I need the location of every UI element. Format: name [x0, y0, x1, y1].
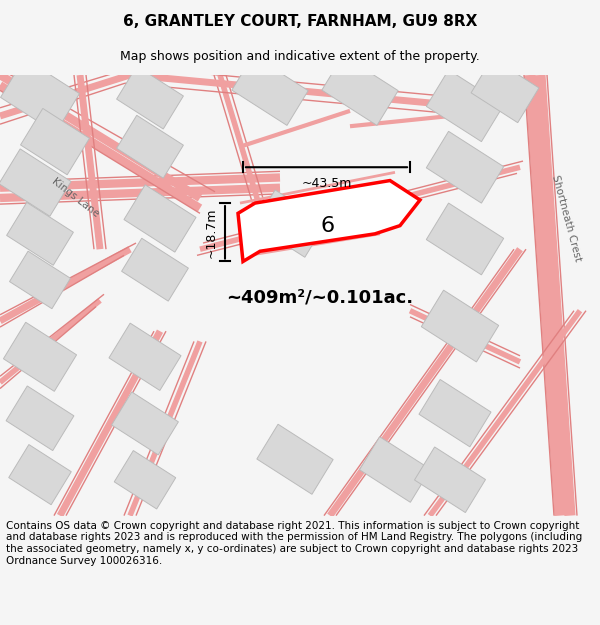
Polygon shape — [10, 251, 70, 309]
Text: Kings Lane: Kings Lane — [50, 176, 100, 219]
Polygon shape — [7, 202, 73, 265]
Text: Map shows position and indicative extent of the property.: Map shows position and indicative extent… — [120, 50, 480, 62]
Polygon shape — [6, 386, 74, 451]
Polygon shape — [112, 392, 178, 455]
Polygon shape — [419, 379, 491, 447]
Polygon shape — [415, 447, 485, 512]
Polygon shape — [427, 70, 503, 142]
Polygon shape — [359, 437, 431, 503]
Polygon shape — [116, 115, 184, 178]
Polygon shape — [9, 444, 71, 505]
Polygon shape — [124, 185, 196, 252]
Text: ~409m²/~0.101ac.: ~409m²/~0.101ac. — [226, 288, 413, 306]
Polygon shape — [1, 58, 79, 132]
Polygon shape — [257, 424, 333, 494]
Polygon shape — [322, 56, 398, 126]
Text: 6, GRANTLEY COURT, FARNHAM, GU9 8RX: 6, GRANTLEY COURT, FARNHAM, GU9 8RX — [123, 14, 477, 29]
Polygon shape — [254, 190, 326, 258]
Polygon shape — [238, 181, 420, 261]
Text: 6: 6 — [320, 216, 335, 236]
Polygon shape — [0, 149, 71, 216]
Polygon shape — [427, 203, 503, 275]
Polygon shape — [122, 238, 188, 301]
Text: ~43.5m: ~43.5m — [301, 177, 352, 191]
Text: Shortneath Crest: Shortneath Crest — [550, 174, 583, 262]
Polygon shape — [232, 56, 308, 126]
Polygon shape — [427, 131, 503, 203]
Polygon shape — [421, 290, 499, 362]
Polygon shape — [114, 451, 176, 509]
Text: ~18.7m: ~18.7m — [205, 207, 218, 258]
Polygon shape — [471, 58, 539, 122]
Polygon shape — [116, 66, 184, 129]
Polygon shape — [4, 322, 77, 391]
Polygon shape — [109, 323, 181, 391]
Text: Contains OS data © Crown copyright and database right 2021. This information is : Contains OS data © Crown copyright and d… — [6, 521, 582, 566]
Polygon shape — [20, 108, 89, 175]
